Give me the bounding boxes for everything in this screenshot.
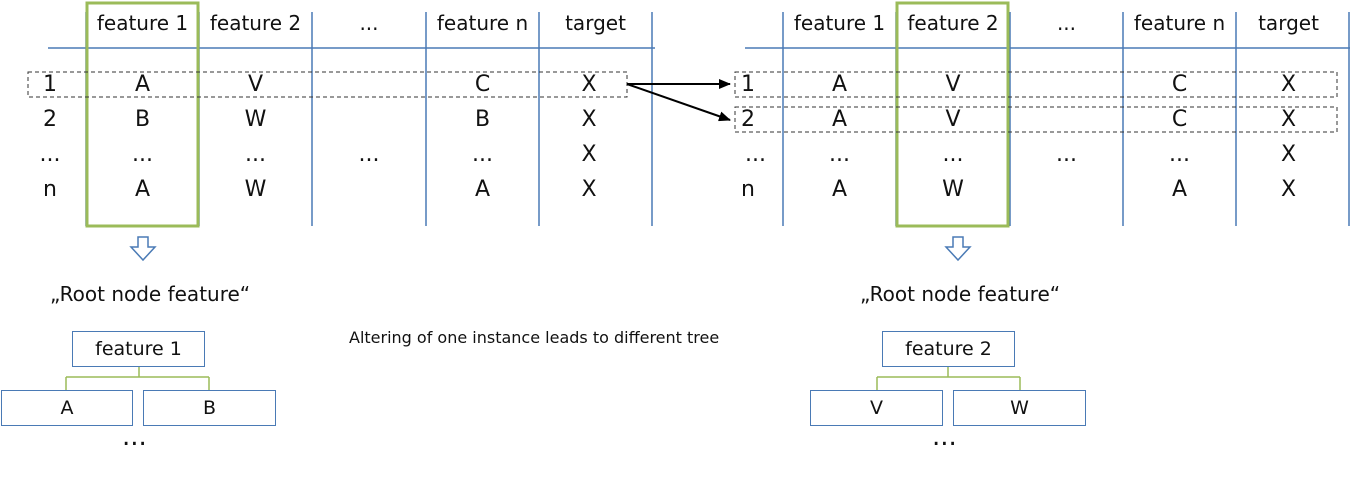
right-cell: X: [1280, 177, 1297, 202]
right-row-index: 1: [741, 72, 755, 97]
right-row-index: ...: [745, 142, 766, 167]
left-root-node-label: „Root node feature“: [50, 282, 251, 306]
right-header-ellipsis: ...: [1056, 11, 1077, 35]
left-header-target: target: [565, 11, 626, 35]
right-cell: A: [831, 177, 848, 202]
right-cell: W: [942, 177, 964, 202]
left-header-ellipsis: ...: [359, 11, 379, 35]
left-tree-connectors: [65, 366, 210, 390]
right-cell: ...: [829, 142, 850, 167]
left-tree-root-node: feature 1: [72, 331, 205, 367]
left-cell: V: [247, 72, 264, 97]
left-cell: W: [244, 177, 267, 202]
right-root-node-label: „Root node feature“: [860, 282, 1061, 306]
left-row-index: 2: [43, 107, 57, 132]
right-cell: ...: [942, 142, 964, 167]
left-tree-more-ellipsis: ...: [122, 422, 147, 452]
right-cell: ...: [1169, 142, 1190, 167]
right-tree-root-node: feature 2: [882, 331, 1015, 367]
left-cell: W: [244, 107, 267, 132]
left-header-feature-1: feature 1: [96, 11, 189, 35]
right-down-arrow-icon: [944, 236, 972, 262]
left-cell: C: [474, 72, 491, 97]
right-cell: X: [1280, 72, 1297, 97]
right-tree-connectors: [876, 366, 1021, 390]
left-cell: X: [581, 142, 597, 167]
left-tree-child-node: B: [143, 390, 276, 426]
right-cell: A: [831, 72, 848, 97]
left-down-arrow-icon: [129, 236, 157, 262]
left-cell: X: [581, 107, 597, 132]
left-cell: A: [134, 177, 151, 202]
right-cell: A: [1171, 177, 1188, 202]
right-cell: C: [1171, 107, 1188, 132]
left-cell: ...: [245, 142, 266, 167]
left-row-index: n: [43, 177, 57, 202]
left-row-index: ...: [39, 142, 61, 167]
right-cell: ...: [1056, 142, 1077, 167]
right-row1-box: [734, 71, 1338, 98]
left-cell: X: [581, 72, 597, 97]
left-tree-child-node: A: [1, 390, 133, 426]
right-header-feature-1: feature 1: [793, 11, 886, 35]
left-header-feature-2: feature 2: [209, 11, 302, 35]
left-cell: ...: [132, 142, 153, 167]
right-row2-box: [734, 106, 1338, 133]
copy-arrow-row2: [626, 83, 731, 122]
right-cell: A: [831, 107, 848, 132]
caption: Altering of one instance leads to differ…: [349, 328, 720, 347]
right-cell: V: [945, 72, 961, 97]
left-cell: ...: [472, 142, 493, 167]
right-header-feature-2: feature 2: [907, 11, 999, 35]
left-cell: B: [134, 107, 151, 132]
left-cell: B: [474, 107, 491, 132]
right-header-target: target: [1258, 11, 1319, 35]
left-highlight-column: [85, 1, 200, 228]
left-row-index: 1: [43, 72, 57, 97]
left-cell: X: [581, 177, 597, 202]
left-header-feature-n: feature n: [436, 11, 529, 35]
right-cell: X: [1280, 142, 1297, 167]
right-row-index: 2: [741, 107, 755, 132]
right-cell: V: [945, 107, 961, 132]
right-tree-more-ellipsis: ...: [932, 422, 957, 452]
right-tree-child-node: V: [810, 390, 943, 426]
left-cell: A: [474, 177, 491, 202]
right-row-index: n: [741, 177, 755, 202]
left-cell: A: [134, 72, 151, 97]
left-cell: ...: [358, 142, 380, 167]
right-highlight-column: [895, 1, 1010, 228]
right-tree-child-node: W: [953, 390, 1086, 426]
right-header-feature-n: feature n: [1133, 11, 1226, 35]
right-cell: X: [1280, 107, 1297, 132]
right-cell: C: [1171, 72, 1188, 97]
